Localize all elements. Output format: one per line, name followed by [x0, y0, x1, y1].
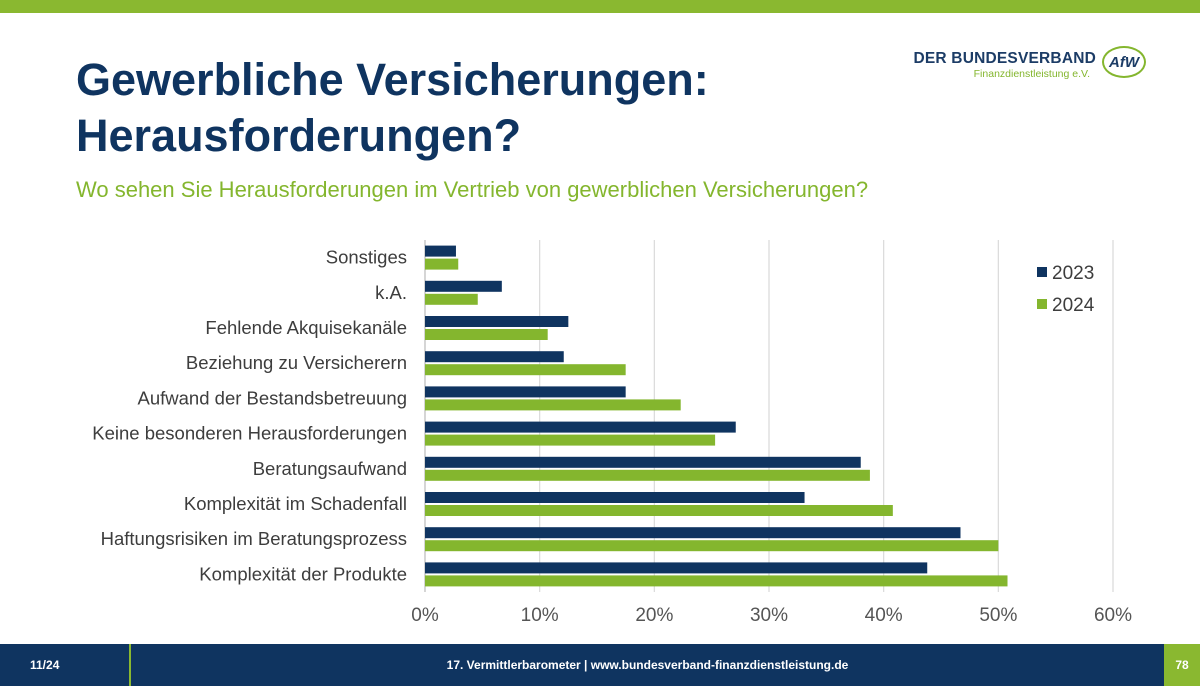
- afw-logo: DER BUNDESVERBAND Finanzdienstleistung e…: [913, 44, 1150, 84]
- slide-title-line-1: Gewerbliche Versicherungen:: [76, 54, 709, 105]
- slide-title-line-2: Herausforderungen?: [76, 110, 522, 161]
- slide-subtitle: Wo sehen Sie Herausforderungen im Vertri…: [76, 177, 869, 202]
- bar-chart: Sonstiges k.A. Fehlende Akquisekanäle Bezie…: [92, 240, 1132, 626]
- x-tick-label: 10%: [521, 605, 559, 626]
- footer-page-of: 11/24: [0, 644, 131, 686]
- bar-2023: [425, 280, 502, 292]
- bar-2024: [425, 293, 478, 305]
- category-label: Beziehung zu Versicherern: [186, 352, 407, 373]
- footer-slide-number: 78: [1164, 644, 1200, 686]
- chart-grid: [424, 240, 1114, 592]
- bar-2023: [425, 245, 456, 257]
- bar-2024: [425, 540, 999, 552]
- category-label: Fehlende Akquisekanäle: [205, 317, 407, 338]
- category-label: Komplexität im Schadenfall: [184, 493, 407, 514]
- legend-swatch-2023: [1037, 267, 1047, 277]
- slide-title: Gewerbliche Versicherungen: Herausforder…: [76, 52, 896, 164]
- bar-2024: [425, 364, 626, 376]
- bar-2024: [425, 258, 459, 270]
- category-label: Komplexität der Produkte: [199, 563, 407, 584]
- x-tick-label: 40%: [865, 605, 903, 626]
- bar-2023: [425, 386, 626, 398]
- footer-center-text: 17. Vermittlerbarometer | www.bundesverb…: [446, 658, 849, 672]
- bar-2023: [425, 456, 861, 468]
- afw-logo-mark-icon: AfW: [1102, 46, 1146, 78]
- logo-sub-text: Finanzdienstleistung e.V.: [973, 68, 1090, 80]
- category-label: Beratungsaufwand: [253, 458, 407, 479]
- legend-swatch-2024: [1037, 299, 1047, 309]
- bar-2023: [425, 562, 928, 574]
- bar-2024: [425, 329, 548, 340]
- bar-2023: [425, 527, 961, 539]
- x-tick-label: 20%: [635, 605, 673, 626]
- x-tick-label: 60%: [1094, 605, 1132, 626]
- footer-bar: 11/24 17. Vermittlerbarometer | www.bund…: [0, 644, 1200, 686]
- bar-2023: [425, 492, 805, 503]
- bar-2023: [425, 421, 736, 433]
- x-tick-label: 50%: [979, 605, 1017, 626]
- category-label: Sonstiges: [326, 247, 407, 268]
- category-label: Keine besonderen Herausforderungen: [92, 423, 407, 444]
- bar-2024: [425, 575, 1008, 587]
- legend-label-2024: 2024: [1052, 295, 1095, 316]
- chart-x-tick-labels: 0% 10% 20% 30% 40% 50% 60%: [411, 605, 1132, 626]
- x-tick-label: 30%: [750, 605, 788, 626]
- x-tick-label: 0%: [411, 605, 439, 626]
- bar-2024: [425, 434, 716, 446]
- legend-label-2023: 2023: [1052, 263, 1094, 284]
- bar-2023: [425, 351, 564, 363]
- bar-2024: [425, 469, 870, 481]
- category-label: k.A.: [375, 282, 407, 303]
- bar-2024: [425, 505, 893, 516]
- logo-main-text: DER BUNDESVERBAND: [913, 50, 1096, 67]
- bar-2024: [425, 399, 681, 411]
- chart-bars: [425, 245, 1008, 587]
- chart-legend: 2023 2024: [1037, 263, 1095, 316]
- category-label: Aufwand der Bestandsbetreuung: [138, 387, 407, 408]
- category-label: Haftungsrisiken im Beratungsprozess: [101, 528, 407, 549]
- bar-2023: [425, 316, 569, 327]
- chart-category-labels: Sonstiges k.A. Fehlende Akquisekanäle Bezie…: [92, 247, 407, 585]
- top-accent-bar: [0, 0, 1200, 13]
